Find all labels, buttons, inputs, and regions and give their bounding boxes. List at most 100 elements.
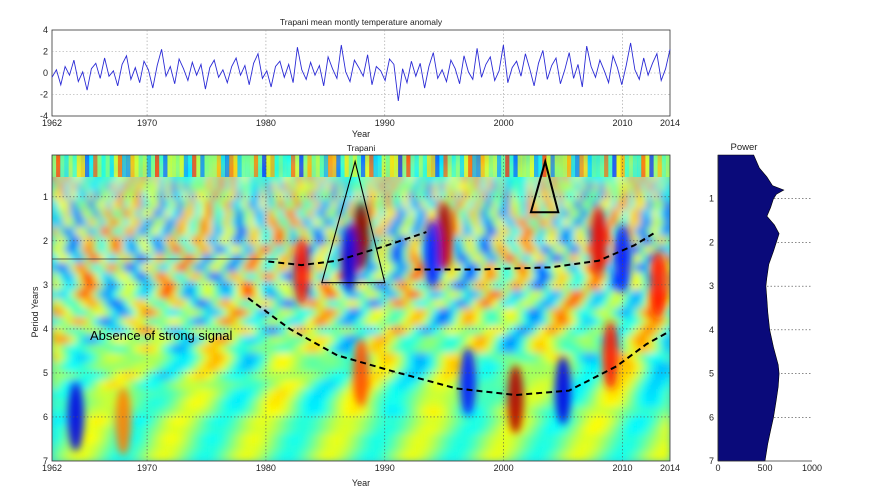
wavelet-cell [135,218,142,228]
wavelet-cell [230,191,237,201]
wavelet-cell [271,398,279,408]
wavelet-cell [509,191,517,201]
wavelet-cell [111,173,118,183]
wavelet-cell [159,434,166,444]
wavelet-cell [117,263,124,273]
wavelet-cell [515,218,522,228]
wavelet-cell [628,353,635,363]
wavelet-cell [384,407,392,417]
wavelet-cell [206,452,213,461]
wavelet-cell [432,452,439,461]
wavelet-cell [366,362,374,372]
wavelet-cell [135,281,142,291]
wavelet-cell [432,191,439,201]
wavelet-cell [331,326,338,336]
wavelet-cell [491,389,499,399]
wavelet-cell [277,308,285,318]
wavelet-cell [212,398,219,408]
wavelet-cell [337,173,344,183]
wavelet-cell [194,353,202,363]
wavelet-cell [331,200,338,210]
wavelet-grid [52,155,670,461]
wavelet-cell [652,425,659,435]
wavelet-cell [634,308,641,318]
wavelet-cell [658,452,665,461]
wavelet-cell [141,299,148,309]
wavelet-cell [295,299,303,309]
high-frequency-cell [348,155,354,177]
wavelet-cell [260,182,267,192]
wavelet-cell [533,317,540,327]
wavelet-cell [159,227,166,237]
wavelet-cell [539,452,546,461]
wavelet-cell [652,380,659,390]
wavelet-cell [176,263,184,273]
wavelet-cell [117,308,124,318]
wavelet-cell [93,236,101,246]
wavelet-cell [325,425,332,435]
wavelet-cell [580,326,588,336]
wavelet-cell [129,191,136,201]
wavelet-cell [200,425,208,435]
wavelet-cell [366,443,374,453]
wavelet-cell [408,191,415,201]
wavelet-cell [640,407,647,417]
wavelet-cell [52,236,59,246]
wavelet-cell [598,434,606,444]
wavelet-cell [99,335,106,345]
wavelet-cell [141,290,148,300]
wavelet-cell [170,344,178,354]
wavelet-cell [325,218,332,228]
wavelet-cell [260,452,267,461]
wavelet-cell [176,209,184,219]
wavelet-cell [545,443,552,453]
wavelet-cell [521,398,528,408]
wavelet-cell [182,245,190,255]
wavelet-cell [456,254,463,264]
wavelet-cell [147,182,154,192]
wavelet-cell [325,200,332,210]
wavelet-cell [99,191,106,201]
wavelet-cell [545,182,552,192]
wavelet-cell [307,272,314,282]
wavelet-cell [557,272,564,282]
wavelet-cell [414,452,421,461]
wavelet-cell [432,362,439,372]
wavelet-cell [331,452,338,461]
wavelet-cell [491,191,499,201]
wavelet-cell [378,443,386,453]
wavelet-cell [473,191,481,201]
wavelet-cell [545,191,552,201]
wavelet-cell [634,218,641,228]
wavelet-cell [586,263,594,273]
wavelet-cell [521,290,528,300]
wavelet-cell [592,290,600,300]
wavelet-cell [81,353,89,363]
high-frequency-cell [204,155,209,177]
wavelet-cell [170,452,178,461]
high-frequency-cell [356,155,362,177]
wavelet-cell [313,326,320,336]
wavelet-cell [135,452,142,461]
wavelet-cell [153,416,160,426]
wavelet-cell [604,389,612,399]
wavelet-cell [129,245,136,255]
wavelet-cell [349,191,356,201]
wavelet-cell [343,344,350,354]
wavelet-cell [313,254,320,264]
wavelet-cell [420,290,427,300]
wavelet-cell [563,272,570,282]
wavelet-cell [75,173,83,183]
wavelet-cell [313,452,320,461]
wavelet-cell [230,326,237,336]
wavelet-cell [236,416,243,426]
wavelet-cell [491,398,499,408]
wavelet-cell [450,290,457,300]
wavelet-cell [640,353,647,363]
wavelet-cell [301,335,309,345]
wavelet-cell [468,173,475,183]
wavelet-cell [557,443,564,453]
wavelet-cell [307,263,314,273]
wavelet-cell [372,254,380,264]
wavelet-cell [545,353,552,363]
